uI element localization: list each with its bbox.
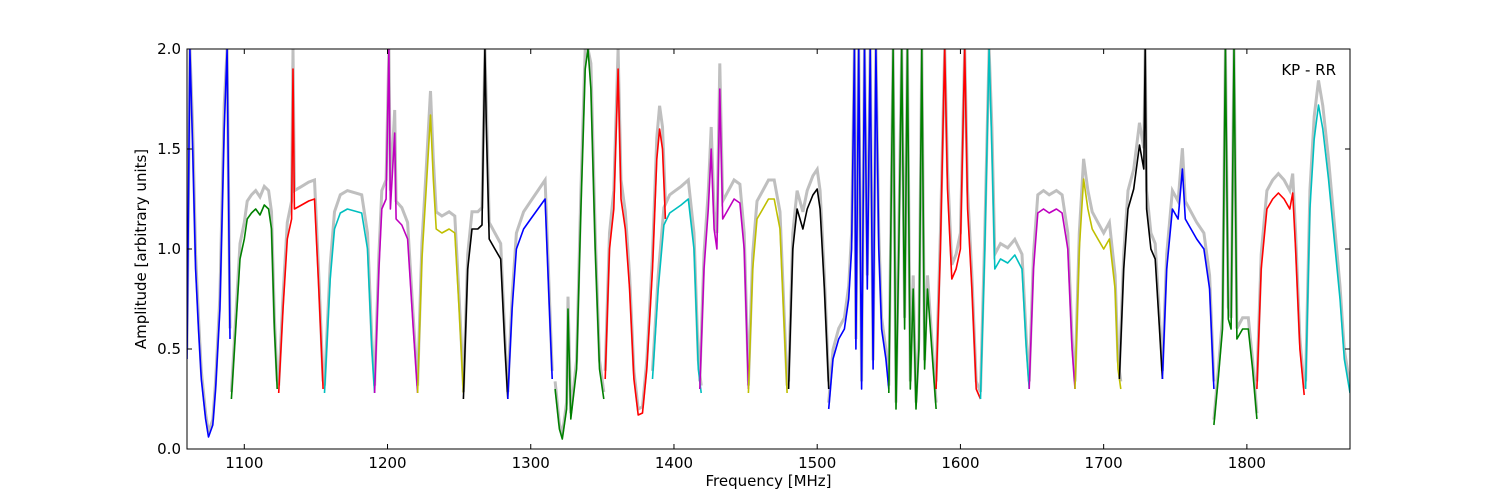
y-tick-label: 0.0 [157,440,181,458]
x-tick-label: 1800 [1228,454,1266,472]
band-line-21 [1118,49,1164,380]
grey-envelope-4 [323,188,377,386]
grey-envelope-11 [651,176,703,386]
grey-envelope-layer [187,49,1350,435]
grey-envelope-25 [1304,80,1350,386]
y-tick-label: 2.0 [157,40,181,58]
y-axis-ticks: 0.0 0.5 1.0 1.5 2.0 [157,40,1350,458]
x-tick-label: 1700 [1085,454,1123,472]
baseline-annotation: KP - RR [1281,61,1336,79]
x-tick-label: 1400 [655,454,693,472]
x-tick-label: 1600 [941,454,979,472]
band-line-22 [1161,168,1215,390]
grey-envelope-14 [787,165,831,382]
band-line-23 [1213,49,1258,426]
band-line-24 [1256,192,1305,396]
y-axis-title: Amplitude [arbitrary units] [132,149,150,349]
grey-envelope-2 [229,183,279,393]
x-tick-label: 1300 [512,454,550,472]
band-line-16 [888,49,937,410]
band-line-25 [1304,104,1350,394]
grey-envelope-22 [1160,148,1216,382]
band-line-6 [416,114,465,394]
band-line-7 [462,49,509,400]
grey-envelope-19 [1027,188,1077,382]
grey-envelope-21 [1117,49,1164,371]
band-line-14 [787,188,830,390]
band-line-2 [230,204,278,400]
grey-envelope-10 [603,49,667,412]
band-line-10 [604,68,667,416]
x-tick-label: 1200 [368,454,406,472]
grey-envelope-5 [373,49,420,386]
band-line-12 [699,88,750,390]
band-line-5 [373,49,419,394]
band-line-17 [935,49,982,400]
grey-envelope-12 [698,63,750,382]
band-line-1 [187,49,231,438]
band-line-8 [507,198,553,400]
band-line-13 [747,198,788,394]
y-tick-label: 1.0 [157,240,181,258]
grey-envelope-20 [1073,158,1123,382]
band-line-19 [1028,208,1076,390]
grey-envelope-1 [187,49,232,433]
band-line-18 [979,49,1030,400]
grey-envelope-3 [277,49,325,386]
band-line-3 [277,68,324,394]
y-tick-label: 1.5 [157,140,181,158]
band-line-15 [827,49,890,410]
x-axis-title: Frequency [MHz] [705,472,831,490]
plot-frame [186,48,1351,450]
band-line-4 [323,208,376,394]
x-tick-label: 1100 [225,454,263,472]
band-line-9 [554,49,605,440]
series-layer [187,49,1350,440]
x-tick-label: 1500 [798,454,836,472]
x-axis-ticks: 1100 1200 1300 1400 1500 1600 1700 1800 [225,49,1266,472]
band-line-11 [651,198,702,394]
grey-envelope-13 [746,178,789,386]
band-line-20 [1074,178,1122,390]
y-tick-label: 0.5 [157,340,181,358]
grey-envelope-6 [416,90,465,386]
